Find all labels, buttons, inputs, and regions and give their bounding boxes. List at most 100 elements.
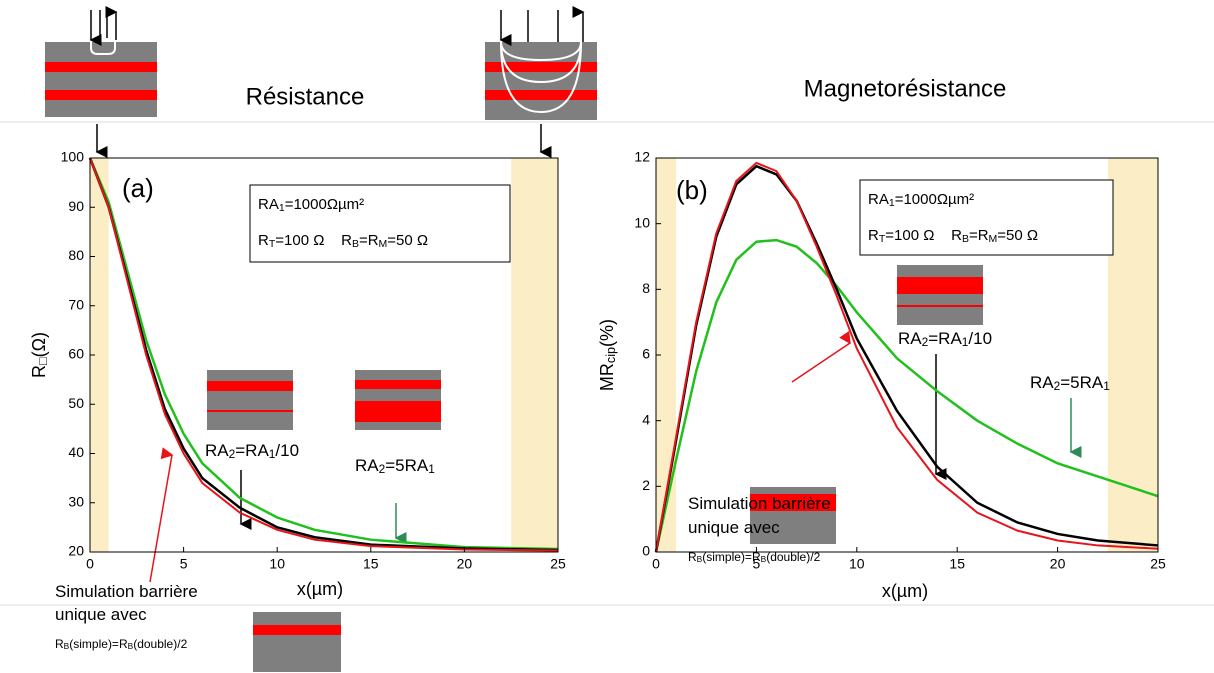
subscript: M <box>989 233 998 245</box>
text-part: /10 <box>275 441 299 460</box>
info-text: RT=100 Ω RB=RM=50 Ω <box>258 232 428 250</box>
annotation: unique avec <box>55 605 147 624</box>
y-tick-label: 70 <box>68 296 84 312</box>
x-tick-label: 10 <box>849 556 865 572</box>
text-part: unique avec <box>688 518 780 537</box>
text-part: =RA <box>235 441 269 460</box>
annotation: RB(simple)=RB(double)/2 <box>55 637 188 651</box>
y-tick-label: 0 <box>642 543 650 559</box>
annotation: unique avec <box>688 518 780 537</box>
annotation: Simulation barrière <box>688 494 831 513</box>
x-tick-label: 25 <box>1150 556 1166 572</box>
subscript: 1 <box>269 447 276 461</box>
subscript: B <box>64 641 70 651</box>
subscript: □ <box>36 357 50 365</box>
subscript: cip <box>604 347 618 363</box>
y-tick-label: 2 <box>642 477 650 493</box>
text-part: =5RA <box>385 456 429 475</box>
text-part: (simple)=R <box>702 550 761 564</box>
y-axis-label: R□(Ω) <box>29 332 50 378</box>
stack-schematic <box>207 265 983 672</box>
y-tick-label: 60 <box>68 346 84 362</box>
y-tick-label: 4 <box>642 411 650 427</box>
y-tick-label: 50 <box>68 395 84 411</box>
info-box <box>859 179 1114 256</box>
panel-label: (a) <box>122 173 154 203</box>
annotation: RA2=5RA1 <box>1030 373 1110 393</box>
x-tick-label: 10 <box>269 556 285 572</box>
x-tick-label: 15 <box>363 556 379 572</box>
subscript: B <box>962 233 969 245</box>
subscript: B <box>761 554 767 564</box>
text-part: (%) <box>597 319 617 347</box>
annotation: RA2=5RA1 <box>355 456 435 476</box>
text-part: (double)/2 <box>133 637 187 651</box>
text-part: RA <box>868 191 889 208</box>
text-part: =100 Ω R <box>275 232 352 249</box>
info-text: RA1=1000Ωµm² <box>868 191 974 209</box>
y-tick-label: 30 <box>68 493 84 509</box>
y-tick-label: 8 <box>642 280 650 296</box>
text-part: =1000Ωµm² <box>285 196 364 213</box>
text-part: R <box>55 637 64 651</box>
info-text: RT=100 Ω RB=RM=50 Ω <box>868 227 1038 245</box>
shaded-region <box>511 158 558 552</box>
text-part: R <box>29 365 49 378</box>
x-tick-label: 25 <box>550 556 566 572</box>
text-part: =50 Ω <box>997 227 1038 244</box>
subscript: 1 <box>428 462 435 476</box>
text-part: =RA <box>928 329 962 348</box>
text-part: unique avec <box>55 605 147 624</box>
subscript: 1 <box>962 335 969 349</box>
annotation-arrow <box>149 330 1082 583</box>
x-tick-label: 0 <box>86 556 94 572</box>
x-tick-label: 5 <box>753 556 761 572</box>
data-line <box>655 161 1159 553</box>
text-part: =50 Ω <box>387 232 428 249</box>
annotation: RA2=RA1/10 <box>898 329 992 349</box>
shaded-region <box>1107 158 1158 552</box>
x-tick-label: 20 <box>457 556 473 572</box>
annotation: RB(simple)=RB(double)/2 <box>688 550 821 564</box>
y-tick-label: 90 <box>68 198 84 214</box>
subscript: T <box>879 233 886 245</box>
text-part: (Ω) <box>29 332 49 357</box>
text-part: (double)/2 <box>766 550 820 564</box>
y-tick-label: 12 <box>634 149 650 165</box>
subscript: 2 <box>1054 379 1061 393</box>
stack-schematic <box>45 6 157 158</box>
x-tick-label: 20 <box>1050 556 1066 572</box>
text-part: MR <box>597 363 617 391</box>
y-tick-label: 80 <box>68 247 84 263</box>
text-part: =R <box>969 227 989 244</box>
info-text: RA1=1000Ωµm² <box>258 196 364 214</box>
subscript: B <box>697 554 703 564</box>
text-part: R <box>868 227 879 244</box>
subscript: B <box>352 238 359 250</box>
data-line <box>88 157 559 551</box>
y-tick-label: 100 <box>61 149 85 165</box>
text-part: =1000Ωµm² <box>895 191 974 208</box>
text-part: Simulation barrière <box>688 494 831 513</box>
x-axis-label: x(µm) <box>297 579 343 599</box>
data-line <box>89 157 559 552</box>
subscript: M <box>379 238 388 250</box>
y-tick-label: 40 <box>68 444 84 460</box>
info-box <box>249 184 511 263</box>
text-part: =R <box>359 232 379 249</box>
text-part: RA <box>355 456 379 475</box>
x-axis-label: x(µm) <box>882 581 928 601</box>
subscript: 2 <box>229 447 236 461</box>
panel-header: Résistance <box>246 83 365 110</box>
stack-schematic <box>485 6 597 158</box>
data-line <box>654 238 1159 553</box>
y-tick-label: 6 <box>642 346 650 362</box>
panel-label: (b) <box>676 175 708 205</box>
y-axis-label: MRcip(%) <box>597 319 618 391</box>
text-part: R <box>258 232 269 249</box>
subscript: 1 <box>279 202 285 214</box>
x-tick-label: 15 <box>949 556 965 572</box>
subscript: 2 <box>922 335 929 349</box>
subscript: 1 <box>889 197 895 209</box>
subscript: 1 <box>1103 379 1110 393</box>
